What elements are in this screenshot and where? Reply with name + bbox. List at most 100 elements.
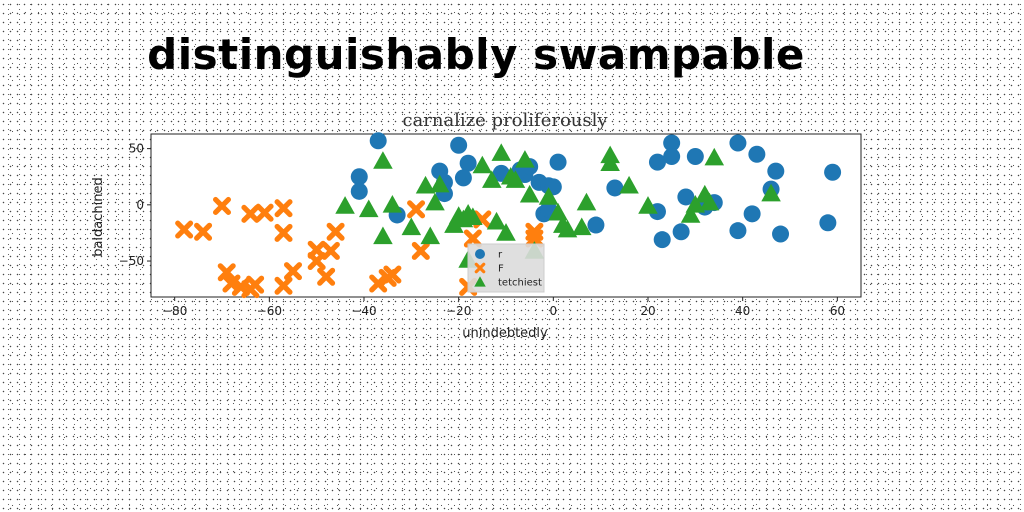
y-tick-label: 50 — [129, 142, 144, 156]
x-tick-label: 40 — [735, 304, 750, 318]
data-point — [217, 263, 236, 282]
data-point — [491, 143, 512, 161]
data-point — [819, 214, 837, 232]
data-point — [411, 241, 430, 260]
data-point — [482, 170, 502, 188]
data-point — [369, 274, 388, 293]
data-point — [576, 192, 597, 211]
y-tick-label: −50 — [119, 254, 144, 268]
data-point — [496, 223, 516, 241]
data-point — [772, 225, 790, 243]
x-axis-label: unindebtedly — [462, 326, 548, 341]
data-point — [472, 155, 493, 174]
data-point — [459, 154, 477, 172]
data-point — [175, 220, 194, 239]
data-point — [274, 223, 293, 242]
data-point — [519, 184, 540, 203]
data-point — [326, 222, 345, 241]
legend-label: F — [498, 264, 504, 275]
data-point — [335, 196, 355, 214]
data-point — [401, 217, 422, 236]
data-point — [241, 204, 260, 223]
data-point — [767, 162, 785, 180]
data-point — [685, 195, 706, 213]
data-point — [321, 241, 340, 260]
data-point — [663, 134, 681, 152]
data-point — [619, 175, 639, 194]
data-point — [653, 231, 671, 249]
data-point — [600, 153, 620, 172]
legend-marker — [475, 249, 485, 259]
data-point — [505, 170, 526, 188]
data-point — [350, 182, 368, 200]
data-point — [824, 163, 842, 181]
data-point — [729, 222, 747, 240]
data-point — [373, 151, 393, 169]
data-point — [672, 223, 690, 241]
legend-marker — [474, 276, 486, 287]
legend-marker — [474, 262, 486, 274]
legend-label: r — [498, 250, 503, 261]
data-point — [246, 275, 265, 294]
data-point — [255, 203, 274, 222]
data-point — [454, 169, 472, 187]
y-axis-ticks: −50 0 50 — [119, 142, 151, 268]
data-point — [549, 153, 567, 171]
data-point — [274, 276, 293, 295]
data-point — [743, 205, 761, 223]
data-point — [686, 147, 704, 165]
data-point — [382, 195, 403, 213]
data-point — [571, 217, 592, 236]
x-tick-label: −60 — [257, 304, 282, 318]
data-point — [274, 199, 293, 218]
x-axis-ticks: −80 −60 −40 −20 0 20 40 60 — [162, 297, 845, 318]
data-point — [415, 175, 436, 194]
data-point — [407, 200, 426, 219]
data-point — [463, 229, 482, 248]
data-point — [450, 136, 468, 154]
data-point — [425, 192, 445, 211]
data-point — [358, 199, 379, 218]
data-point — [429, 174, 450, 193]
data-point — [704, 147, 725, 166]
data-point — [383, 265, 402, 284]
data-point — [648, 153, 666, 171]
data-point — [699, 192, 720, 211]
data-point — [444, 215, 464, 233]
data-point — [587, 216, 605, 234]
x-tick-label: −20 — [446, 304, 471, 318]
data-point — [369, 132, 387, 150]
data-point — [307, 252, 326, 271]
x-tick-label: 0 — [550, 304, 558, 318]
data-point — [373, 226, 393, 245]
chart-title: carnalize proliferously — [402, 110, 608, 131]
data-point — [420, 226, 441, 245]
data-point — [463, 207, 483, 226]
legend-label: tetchiest — [498, 278, 542, 289]
data-point — [515, 150, 535, 168]
data-point — [680, 205, 701, 223]
data-point — [538, 187, 559, 205]
data-point — [729, 134, 747, 152]
x-tick-label: 20 — [640, 304, 655, 318]
data-point — [761, 183, 781, 202]
data-point — [350, 168, 368, 186]
data-point — [212, 196, 232, 215]
data-marks — [175, 132, 842, 299]
y-axis-label: baldachined — [91, 177, 106, 257]
data-point — [606, 179, 624, 197]
data-point — [194, 222, 213, 241]
data-point — [486, 211, 507, 230]
x-tick-label: −80 — [162, 304, 187, 318]
data-point — [283, 262, 303, 281]
data-point — [638, 196, 658, 214]
data-point — [748, 145, 766, 163]
data-point — [525, 229, 544, 248]
data-point — [317, 267, 336, 286]
page-title: distinguishably swampable — [147, 30, 805, 79]
data-point — [663, 147, 681, 165]
y-tick-label: 0 — [136, 198, 144, 212]
data-point — [557, 219, 578, 238]
